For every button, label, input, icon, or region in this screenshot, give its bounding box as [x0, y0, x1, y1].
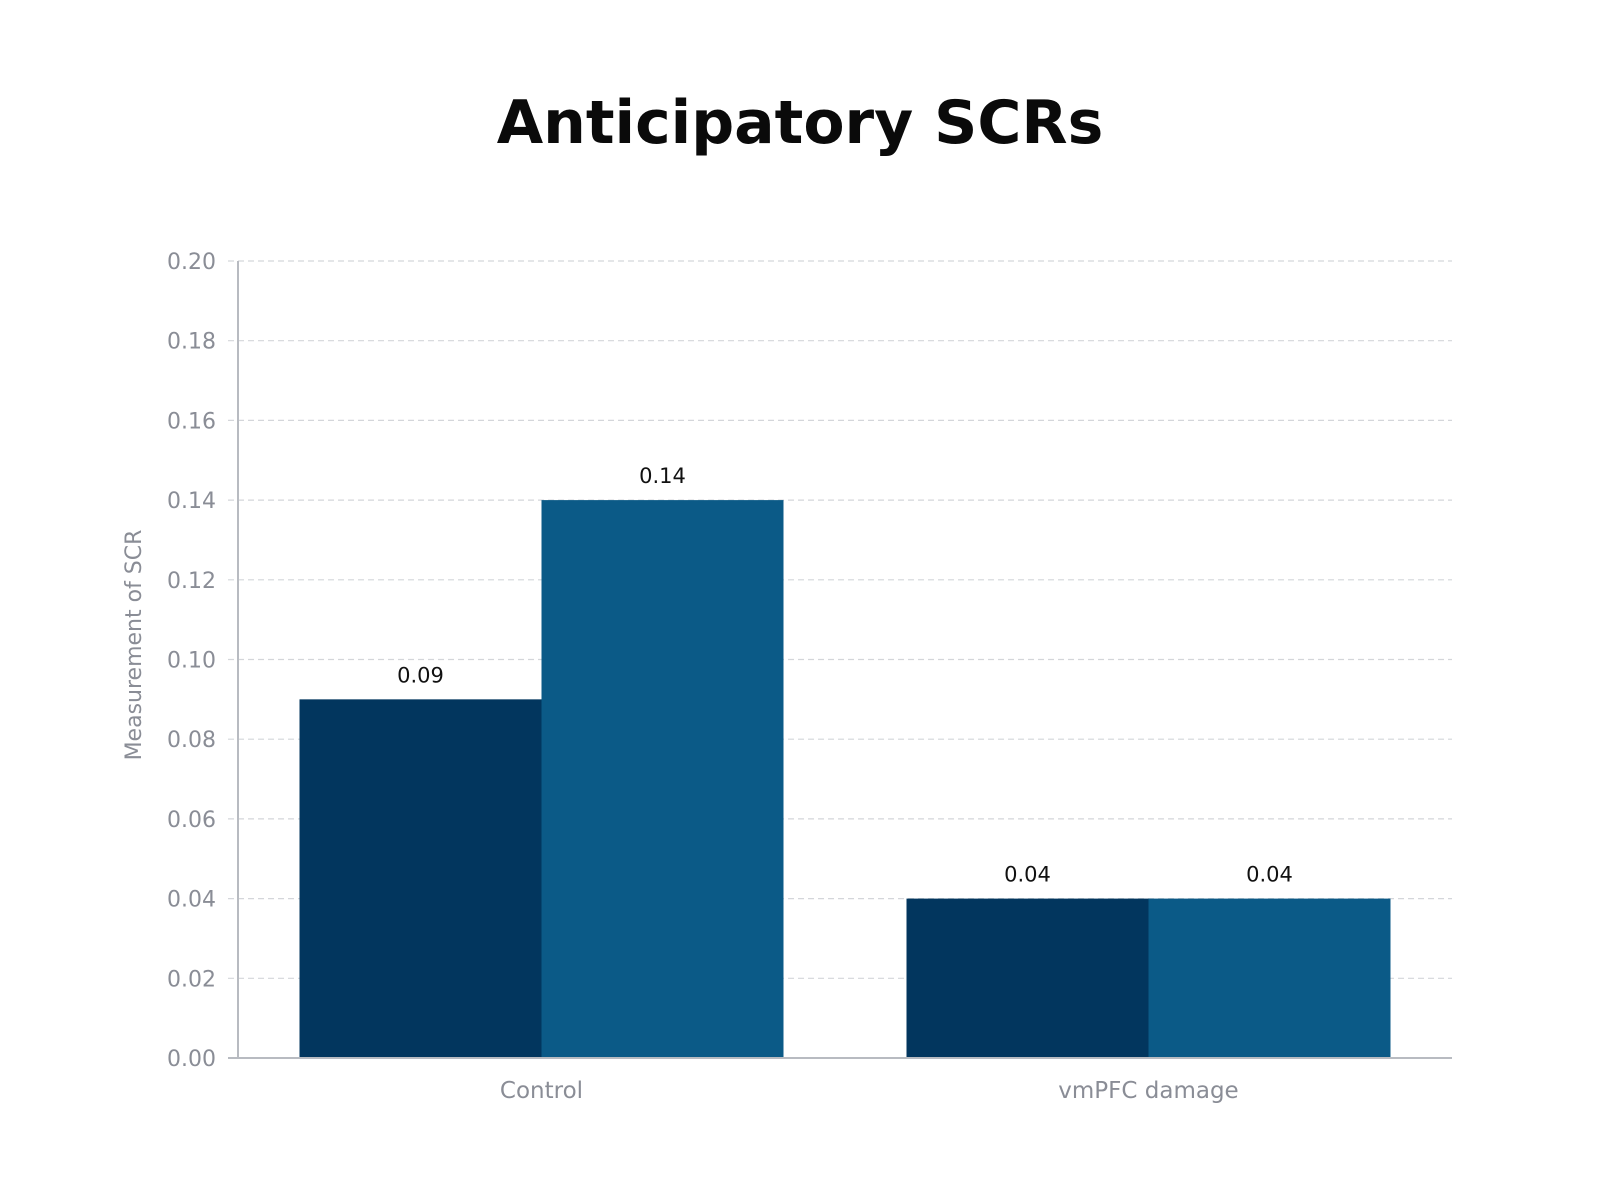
- y-tick-label: 0.14: [167, 489, 216, 514]
- y-tick-label: 0.02: [167, 967, 216, 992]
- y-tick-label: 0.06: [167, 808, 216, 833]
- y-tick-label: 0.08: [167, 728, 216, 753]
- y-tick-label: 0.18: [167, 330, 216, 355]
- y-tick-label: 0.04: [167, 888, 216, 913]
- y-tick-label: 0.00: [167, 1047, 216, 1072]
- x-tick-label: Control: [500, 1078, 583, 1104]
- y-tick-label: 0.10: [167, 649, 216, 674]
- x-tick-label: vmPFC damage: [1058, 1078, 1238, 1104]
- chart-title: Anticipatory SCRs: [496, 88, 1104, 158]
- bar: [299, 699, 542, 1058]
- data-label: 0.04: [1004, 863, 1051, 887]
- y-tick-label: 0.12: [167, 569, 216, 594]
- y-axis-title: Measurement of SCR: [122, 530, 147, 761]
- data-label: 0.14: [639, 464, 686, 488]
- data-label: 0.04: [1246, 863, 1293, 887]
- y-tick-labels: 0.00 0.02 0.04 0.06 0.08 0.10 0.12 0.14 0.16 0.18…: [167, 250, 216, 1072]
- x-tick-labels: Control vmPFC damage: [500, 1078, 1239, 1104]
- bar: [906, 898, 1149, 1058]
- y-tick-label: 0.20: [167, 250, 216, 275]
- bars: [299, 500, 1391, 1059]
- data-label: 0.09: [397, 663, 444, 687]
- axes: [228, 261, 1452, 1059]
- bar: [541, 500, 784, 1059]
- y-tick-label: 0.16: [167, 409, 216, 434]
- bar: [1148, 898, 1391, 1058]
- data-labels: 0.09 0.14 0.04 0.04: [397, 464, 1293, 886]
